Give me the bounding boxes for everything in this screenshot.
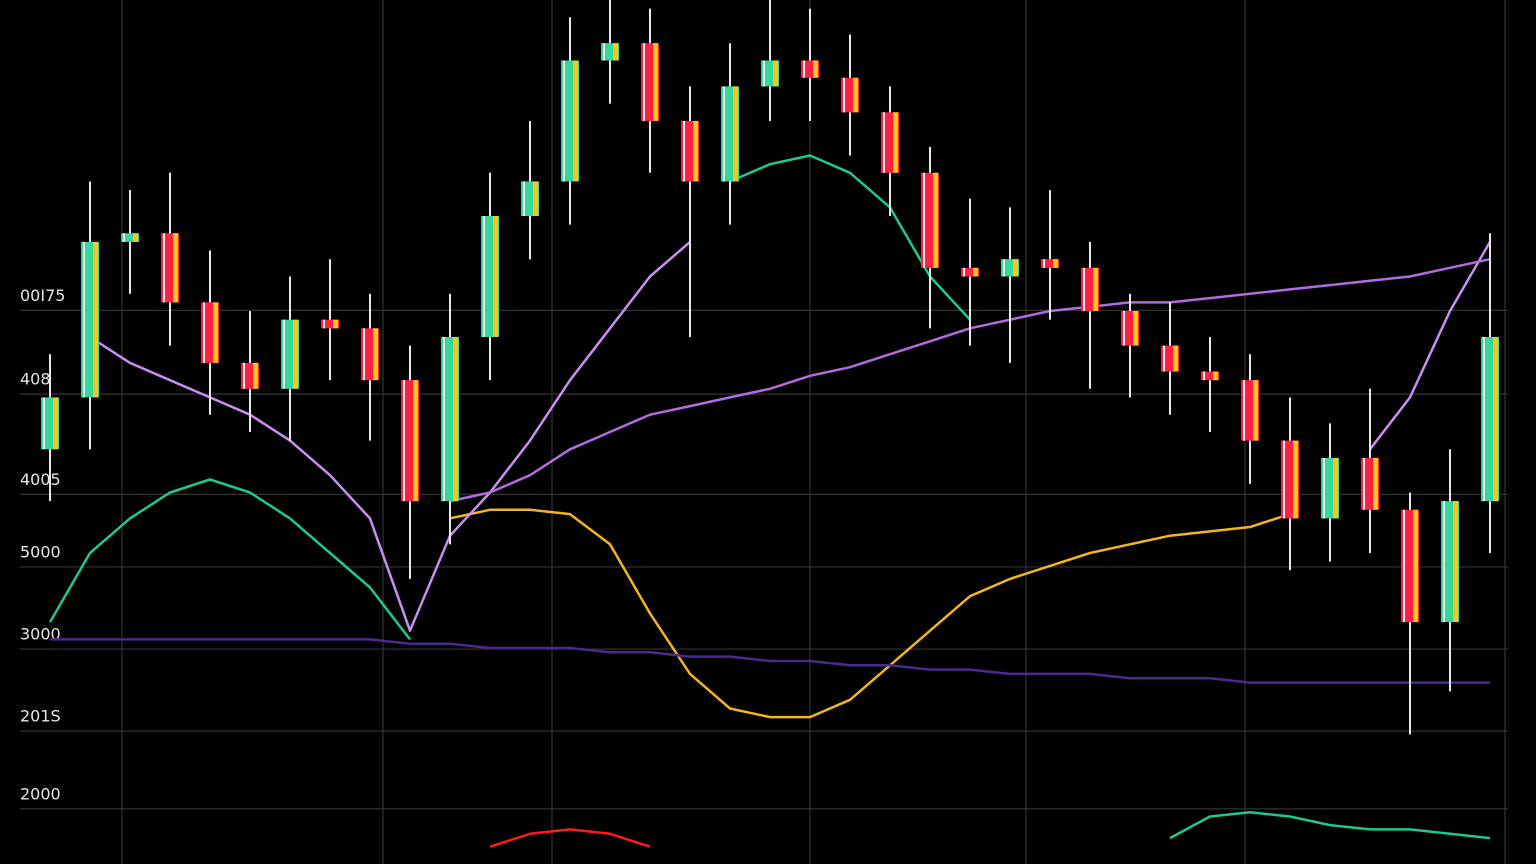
candle-highlight xyxy=(403,380,405,502)
candle-accent xyxy=(133,233,138,242)
candle-highlight xyxy=(1323,457,1325,519)
candle-accent xyxy=(93,241,98,398)
y-tick-label: 3000 xyxy=(20,625,61,644)
candle-highlight xyxy=(363,328,365,381)
candle-highlight xyxy=(643,43,645,121)
candle-accent xyxy=(1013,259,1018,277)
candle-highlight xyxy=(1203,371,1205,381)
candle-highlight xyxy=(723,86,725,182)
candle-accent xyxy=(413,380,418,502)
candle-accent xyxy=(613,43,618,61)
candle-accent xyxy=(1053,259,1058,268)
candle-highlight xyxy=(1483,336,1485,502)
candle-highlight xyxy=(963,267,965,277)
candle-accent xyxy=(933,172,938,268)
candle-accent xyxy=(733,86,738,182)
ma-line xyxy=(50,638,1490,684)
candle-highlight xyxy=(83,241,85,398)
candle-highlight xyxy=(43,397,45,450)
candle-accent xyxy=(773,60,778,87)
y-tick-label: 00I75 xyxy=(20,286,65,305)
y-tick-label: 5000 xyxy=(20,542,61,561)
candle-highlight xyxy=(1283,440,1285,519)
candle-accent xyxy=(293,319,298,389)
candle-accent xyxy=(1293,440,1298,519)
ma-line xyxy=(1169,810,1491,840)
candle-highlight xyxy=(443,336,445,502)
y-tick-label: 201S xyxy=(20,707,61,726)
candle-accent xyxy=(173,233,178,303)
y-tick-label: 408 xyxy=(20,370,51,389)
ma-line xyxy=(89,240,1492,632)
candle-accent xyxy=(1253,380,1258,441)
candle-highlight xyxy=(1363,457,1365,510)
candle-highlight xyxy=(763,60,765,87)
candle-highlight xyxy=(603,43,605,61)
candle-accent xyxy=(693,120,698,182)
candle-highlight xyxy=(243,362,245,389)
y-tick-label: 2000 xyxy=(20,784,61,803)
candle-highlight xyxy=(803,60,805,78)
candle-accent xyxy=(453,336,458,502)
candle-highlight xyxy=(683,120,685,182)
candle-highlight xyxy=(123,233,125,242)
ma-line xyxy=(489,828,651,848)
candle-body xyxy=(961,267,979,277)
candle-body xyxy=(121,233,139,242)
candle-accent xyxy=(533,181,538,216)
candle-highlight xyxy=(483,216,485,337)
candle-accent xyxy=(813,60,818,78)
candle-accent xyxy=(1213,371,1218,381)
candle-accent xyxy=(1333,457,1338,519)
candle-highlight xyxy=(1083,267,1085,312)
ma-line xyxy=(449,508,1291,719)
candle-highlight xyxy=(523,181,525,216)
candle-accent xyxy=(1493,336,1498,502)
candle-accent xyxy=(253,362,258,389)
candle-body xyxy=(321,319,339,329)
y-tick-label: 4005 xyxy=(20,470,61,489)
vertical-grid xyxy=(121,0,1506,864)
candle-accent xyxy=(1413,509,1418,623)
candle-accent xyxy=(1133,311,1138,346)
candle-accent xyxy=(333,319,338,329)
candle-highlight xyxy=(1003,259,1005,277)
candle-accent xyxy=(1453,501,1458,623)
candle-highlight xyxy=(1163,345,1165,372)
candle-body xyxy=(1201,371,1219,381)
candle-highlight xyxy=(1123,311,1125,346)
candle-body xyxy=(1041,259,1059,268)
candle-highlight xyxy=(843,77,845,113)
candle-highlight xyxy=(283,319,285,389)
candle-accent xyxy=(373,328,378,381)
candle-accent xyxy=(853,77,858,113)
candle-highlight xyxy=(323,319,325,329)
candle-highlight xyxy=(1443,501,1445,623)
candle-accent xyxy=(1173,345,1178,372)
candle-highlight xyxy=(1403,509,1405,623)
candle-highlight xyxy=(563,60,565,182)
candle-accent xyxy=(573,60,578,182)
candle-accent xyxy=(653,43,658,121)
candle-accent xyxy=(1093,267,1098,312)
candle-accent xyxy=(973,267,978,277)
candle-highlight xyxy=(1243,380,1245,441)
candle-highlight xyxy=(1043,259,1045,268)
candle-accent xyxy=(213,302,218,363)
candle-highlight xyxy=(923,172,925,268)
candle-accent xyxy=(53,397,58,450)
candle-accent xyxy=(893,112,898,173)
candle-accent xyxy=(493,216,498,337)
candle-highlight xyxy=(203,302,205,363)
candle-highlight xyxy=(163,233,165,303)
candle-highlight xyxy=(883,112,885,173)
candle-accent xyxy=(1373,457,1378,510)
